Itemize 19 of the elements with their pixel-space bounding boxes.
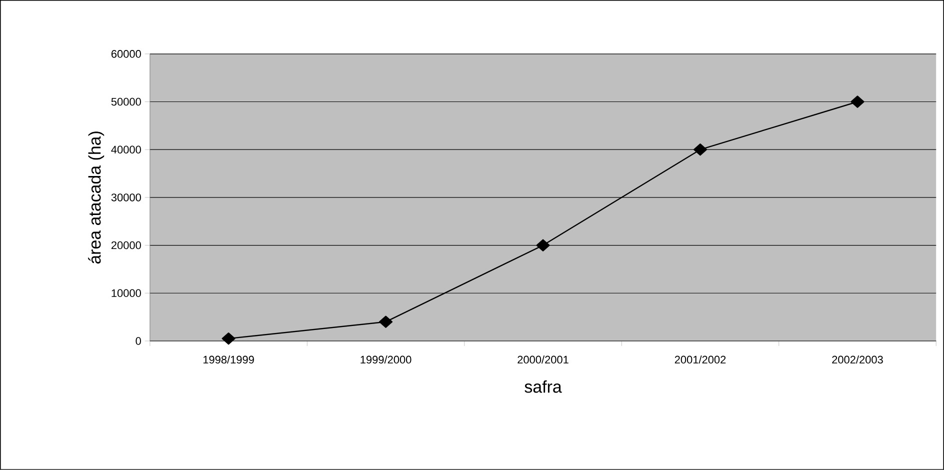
point xyxy=(222,332,236,345)
point xyxy=(693,144,708,156)
point xyxy=(850,96,864,108)
y-tick-label: 20000 xyxy=(111,241,141,250)
point xyxy=(379,316,393,328)
x-tick-label: 2000/2001 xyxy=(518,356,568,364)
x-tick-label: 2002/2003 xyxy=(832,356,883,364)
y-tick-label: 40000 xyxy=(111,146,141,154)
x-tick-label: 2001/2002 xyxy=(674,356,726,364)
x-tick-label: 1999/2000 xyxy=(360,356,412,364)
x-tick-label: 1998/1999 xyxy=(203,356,254,364)
y-tick-label: 60000 xyxy=(111,50,141,58)
y-tick-label: 30000 xyxy=(111,194,141,202)
x-axis-title: safra xyxy=(524,380,562,393)
y-axis-title: área atacada (ha) xyxy=(88,132,104,264)
point xyxy=(536,239,550,252)
y-tick-label: 0 xyxy=(136,337,141,345)
y-tick-label: 10000 xyxy=(112,289,141,298)
y-tick-label: 50000 xyxy=(111,98,141,106)
